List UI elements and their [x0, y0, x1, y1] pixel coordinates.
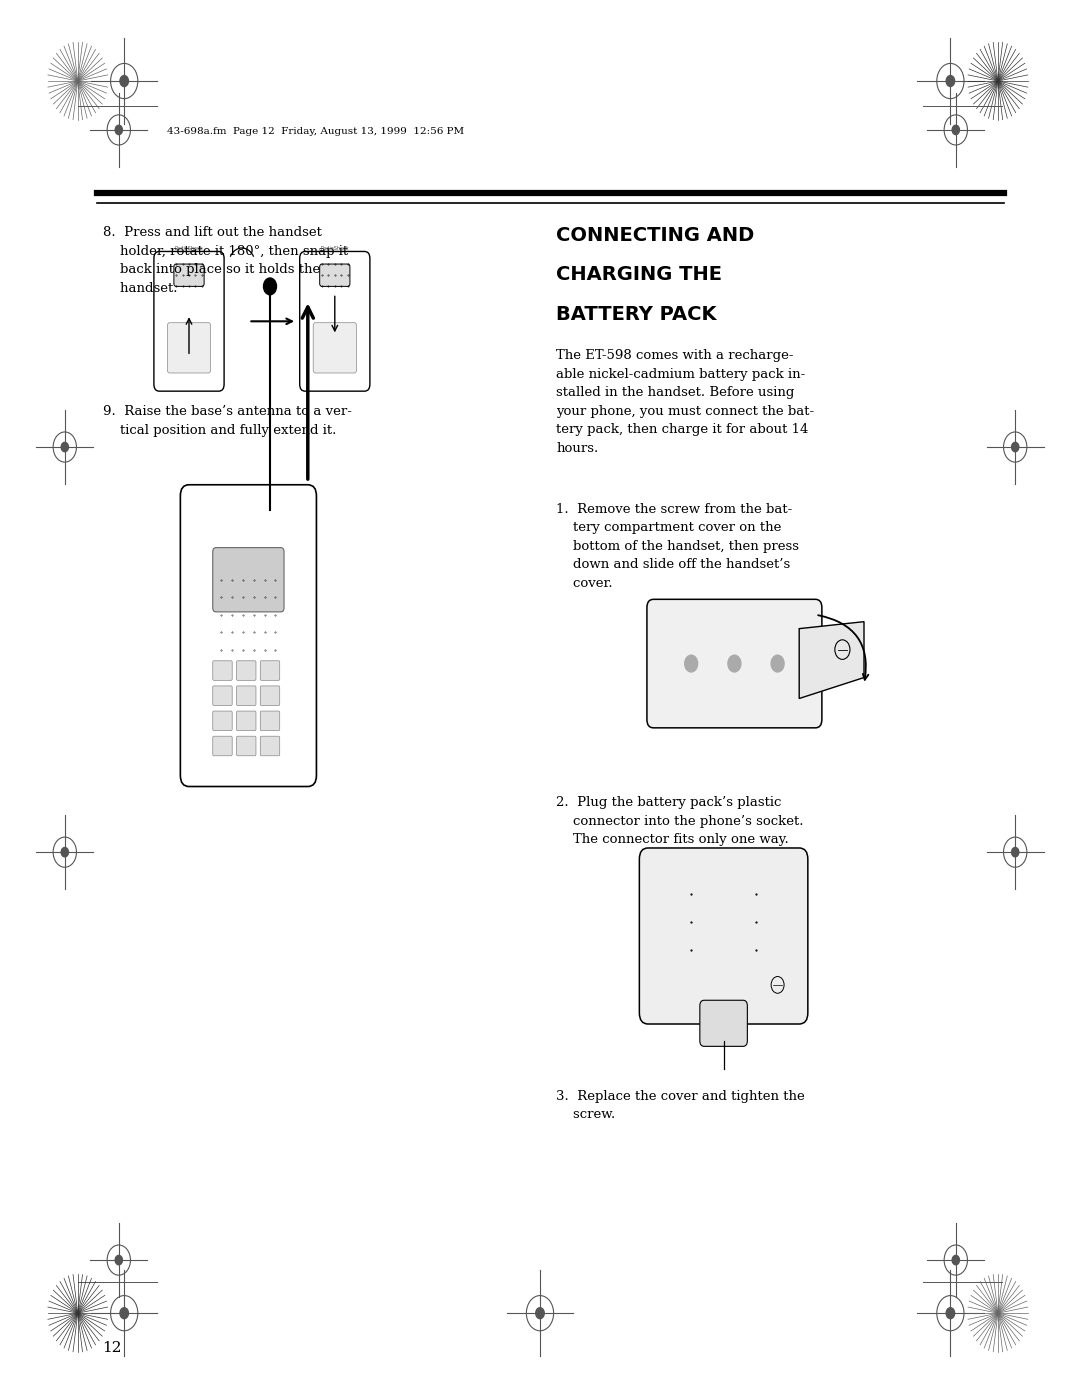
Circle shape: [685, 655, 698, 672]
FancyBboxPatch shape: [313, 323, 356, 373]
Text: 3.  Replace the cover and tighten the
    screw.: 3. Replace the cover and tighten the scr…: [556, 1090, 805, 1122]
Text: RadioShack: RadioShack: [321, 246, 349, 251]
Circle shape: [536, 1308, 544, 1319]
FancyBboxPatch shape: [260, 661, 280, 680]
Circle shape: [120, 75, 129, 87]
FancyBboxPatch shape: [320, 264, 350, 286]
FancyBboxPatch shape: [237, 661, 256, 680]
FancyBboxPatch shape: [174, 264, 204, 286]
FancyBboxPatch shape: [153, 251, 225, 391]
Text: CONNECTING AND: CONNECTING AND: [556, 226, 755, 246]
FancyBboxPatch shape: [213, 661, 232, 680]
Circle shape: [1012, 443, 1018, 451]
Circle shape: [771, 655, 784, 672]
Circle shape: [953, 1256, 959, 1264]
FancyBboxPatch shape: [237, 686, 256, 705]
FancyBboxPatch shape: [213, 548, 284, 612]
Circle shape: [62, 848, 68, 856]
FancyBboxPatch shape: [213, 736, 232, 756]
Circle shape: [264, 278, 276, 295]
Text: 8.  Press and lift out the handset
    holder, rotate it 180°, then snap it
    : 8. Press and lift out the handset holder…: [103, 226, 348, 295]
Text: The ET-598 comes with a recharge-
able nickel-cadmium battery pack in-
stalled i: The ET-598 comes with a recharge- able n…: [556, 349, 814, 455]
Text: RadioShack: RadioShack: [175, 246, 203, 251]
FancyBboxPatch shape: [180, 485, 316, 787]
Text: 9.  Raise the base’s antenna to a ver-
    tical position and fully extend it.: 9. Raise the base’s antenna to a ver- ti…: [103, 405, 351, 437]
Circle shape: [62, 443, 68, 451]
Text: 12: 12: [103, 1341, 122, 1355]
Circle shape: [946, 75, 955, 87]
Text: CHARGING THE: CHARGING THE: [556, 265, 723, 285]
Polygon shape: [799, 622, 864, 698]
Circle shape: [116, 1256, 122, 1264]
FancyBboxPatch shape: [647, 599, 822, 728]
FancyBboxPatch shape: [639, 848, 808, 1024]
FancyBboxPatch shape: [237, 711, 256, 731]
FancyBboxPatch shape: [237, 736, 256, 756]
Circle shape: [946, 1308, 955, 1319]
FancyBboxPatch shape: [300, 251, 369, 391]
Circle shape: [728, 655, 741, 672]
Text: 43-698a.fm  Page 12  Friday, August 13, 1999  12:56 PM: 43-698a.fm Page 12 Friday, August 13, 19…: [167, 127, 464, 136]
FancyBboxPatch shape: [700, 1000, 747, 1046]
FancyBboxPatch shape: [260, 736, 280, 756]
Circle shape: [953, 126, 959, 134]
Circle shape: [116, 126, 122, 134]
Text: 2.  Plug the battery pack’s plastic
    connector into the phone’s socket.
    T: 2. Plug the battery pack’s plastic conne…: [556, 796, 804, 847]
FancyBboxPatch shape: [260, 711, 280, 731]
FancyBboxPatch shape: [167, 323, 211, 373]
Circle shape: [1012, 848, 1018, 856]
FancyBboxPatch shape: [213, 686, 232, 705]
FancyBboxPatch shape: [260, 686, 280, 705]
FancyBboxPatch shape: [213, 711, 232, 731]
Circle shape: [120, 1308, 129, 1319]
Text: 1.  Remove the screw from the bat-
    tery compartment cover on the
    bottom : 1. Remove the screw from the bat- tery c…: [556, 503, 799, 590]
Text: BATTERY PACK: BATTERY PACK: [556, 305, 717, 324]
